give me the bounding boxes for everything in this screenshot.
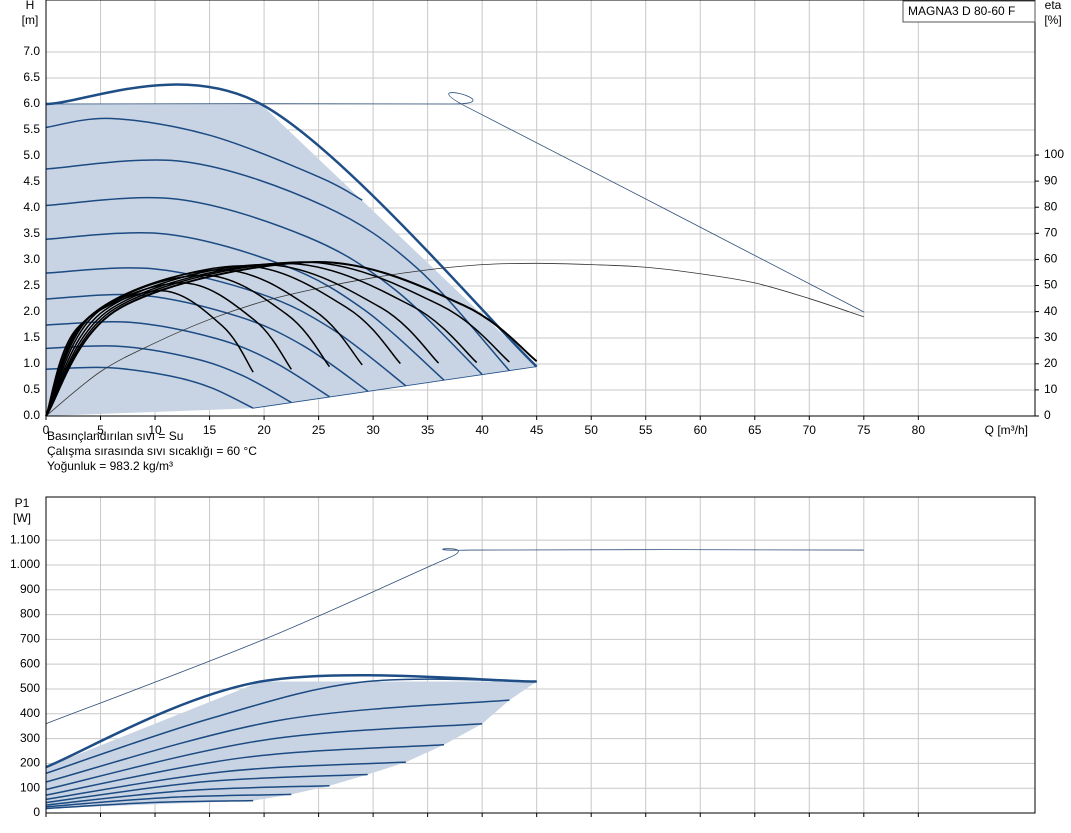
y-tick-label: 3.0 [23,252,40,266]
y-tick-label: 700 [20,632,40,646]
x-tick-label: 50 [585,423,599,437]
curve [45,274,331,417]
y-label: H [26,0,35,12]
y-tick-label: 2.0 [23,304,40,318]
y-tick-label: 0.0 [23,408,40,422]
x-tick-label: 40 [475,423,489,437]
x-tick-label: 80 [912,423,926,437]
x-tick-label: 60 [694,423,708,437]
y2-tick-label: 50 [1044,278,1058,292]
x-tick-label: 70 [803,423,817,437]
curve [45,793,292,808]
y-tick-label: 200 [20,756,40,770]
x-tick-label: 45 [530,423,544,437]
y-tick-label: 100 [20,780,40,794]
curve [253,366,537,409]
y-tick-label: 4.0 [23,200,40,214]
y2-unit: [%] [1044,13,1061,27]
y2-tick-label: 70 [1044,225,1058,239]
plot-frame [45,496,1036,814]
curve [45,761,406,801]
legend-text: MAGNA3 D 80-60 F [908,4,1015,18]
y-tick-label: 1.0 [23,356,40,370]
x-tick-label: 25 [312,423,326,437]
x-tick-label: 75 [857,423,871,437]
note: Basınçlandırılan sıvı = Su [47,429,183,443]
operating-range [46,681,537,809]
y-tick-label: 5.0 [23,148,40,162]
curve [45,673,537,769]
y-tick-label: 2.5 [23,278,40,292]
y-tick-label: 3.5 [23,226,40,240]
curve [45,159,510,372]
y-tick-label: 300 [20,731,40,745]
x-tick-label: 30 [366,423,380,437]
y2-tick-label: 0 [1044,408,1051,422]
y-tick-label: 6.5 [23,70,40,84]
y-tick-label: 0 [33,805,40,819]
y-tick-label: 7.0 [23,44,40,58]
curve [45,83,538,368]
y2-tick-label: 20 [1044,356,1058,370]
curve [45,265,401,417]
note: Yoğunluk = 983.2 kg/m³ [47,459,173,473]
curve [45,293,369,392]
y-tick-label: 800 [20,607,40,621]
curve [45,345,292,404]
x-tick-label: 0 [43,423,50,437]
y2-label: eta [1045,0,1062,12]
curve [45,784,330,806]
curve [45,261,538,417]
y2-tick-label: 100 [1044,147,1064,161]
curve [45,262,864,417]
x-tick-label: 15 [203,423,217,437]
x-tick-label: 35 [421,423,435,437]
y-tick-label: 400 [20,706,40,720]
y2-tick-label: 30 [1044,330,1058,344]
curve [45,92,864,313]
y2-tick-label: 40 [1044,304,1058,318]
x-label: Q [m³/h] [985,423,1028,437]
x-tick-label: 20 [257,423,271,437]
operating-range [46,104,537,416]
curve [45,548,864,725]
y-tick-label: 5.5 [23,122,40,136]
y-tick-label: 1.000 [10,557,40,571]
y2-tick-label: 80 [1044,199,1058,213]
x-tick-label: 55 [639,423,653,437]
y2-tick-label: 60 [1044,252,1058,266]
y-tick-label: 4.5 [23,174,40,188]
curve [45,267,407,387]
curve [45,799,254,810]
y-unit: [m] [22,13,39,27]
curve [45,196,483,375]
x-tick-label: 10 [148,423,162,437]
y-tick-label: 600 [20,656,40,670]
curve [45,773,368,804]
curve [45,117,363,201]
curve [45,722,483,791]
y2-tick-label: 10 [1044,382,1058,396]
y-unit: [W] [13,511,31,525]
y-tick-label: 900 [20,582,40,596]
y-tick-label: 1.100 [10,532,40,546]
y-label: P1 [15,496,30,510]
y-tick-label: 6.0 [23,96,40,110]
curve [45,366,254,409]
y2-tick-label: 90 [1044,173,1058,187]
legend-box [902,0,1036,23]
x-tick-label: 5 [97,423,104,437]
y-tick-label: 0.5 [23,382,40,396]
y-tick-label: 500 [20,681,40,695]
x-tick-label: 65 [748,423,762,437]
y-tick-label: 1.5 [23,330,40,344]
curve [45,699,510,783]
plot-frame [45,0,1036,417]
note: Çalışma sırasında sıvı sıcaklığı = 60 °C [47,444,257,458]
curve [45,744,445,796]
curve [45,232,445,381]
